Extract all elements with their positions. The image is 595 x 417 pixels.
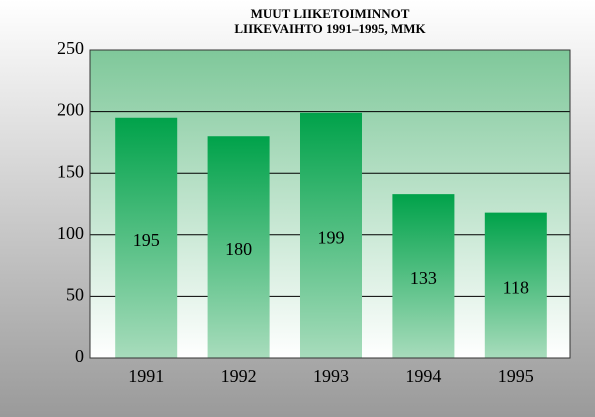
value-label: 199 <box>318 228 345 248</box>
y-tick-label: 50 <box>66 285 84 305</box>
value-label: 195 <box>133 230 160 250</box>
value-label: 133 <box>410 268 437 288</box>
y-tick-label: 250 <box>57 38 84 58</box>
x-tick-label: 1993 <box>313 366 349 386</box>
x-tick-label: 1992 <box>221 366 257 386</box>
y-tick-label: 100 <box>57 223 84 243</box>
bar <box>115 117 178 358</box>
x-tick-label: 1991 <box>128 366 164 386</box>
bar <box>392 194 455 358</box>
y-tick-label: 0 <box>75 346 84 366</box>
x-tick-label: 1994 <box>405 366 441 386</box>
value-label: 180 <box>225 239 252 259</box>
x-tick-label: 1995 <box>498 366 534 386</box>
chart-subtitle: LIIKEVAIHTO 1991–1995, MMK <box>234 21 426 36</box>
y-tick-label: 150 <box>57 161 84 181</box>
y-tick-label: 200 <box>57 100 84 120</box>
bar <box>300 112 362 358</box>
bar <box>207 136 270 358</box>
value-label: 118 <box>503 277 529 297</box>
chart-title: MUUT LIIKETOIMINNOT <box>251 6 410 21</box>
bar <box>484 212 547 358</box>
plot-border <box>89 49 571 359</box>
